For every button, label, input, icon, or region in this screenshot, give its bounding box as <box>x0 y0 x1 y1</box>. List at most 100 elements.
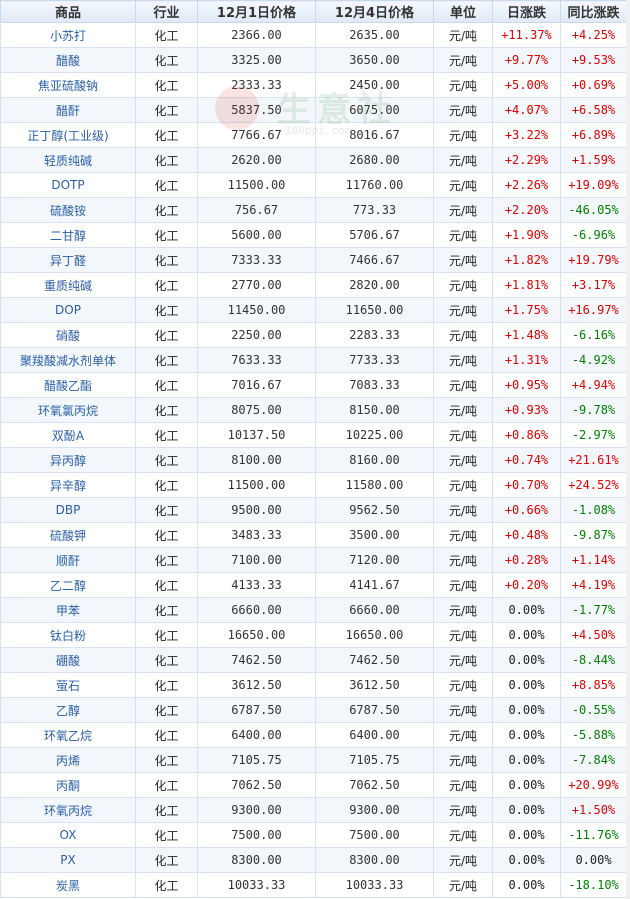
unit-cell: 元/吨 <box>433 272 493 298</box>
table-row: 钛白粉 化工 16650.00 16650.00 元/吨 0.00% +4.50% <box>0 622 627 648</box>
price-dec4-cell: 10225.00 <box>315 422 434 448</box>
commodity-link[interactable]: DBP <box>0 497 136 523</box>
table-body: 小苏打 化工 2366.00 2635.00 元/吨 +11.37% +4.25% 醋酸 化工 3… <box>0 22 627 898</box>
commodity-link[interactable]: 二甘醇 <box>0 222 136 248</box>
yoy-change-cell: -2.97% <box>560 422 627 448</box>
header-price-dec1[interactable]: 12月1日价格 <box>197 0 316 23</box>
daily-change-cell: +1.48% <box>492 322 561 348</box>
commodity-link[interactable]: 焦亚硫酸钠 <box>0 72 136 98</box>
commodity-link[interactable]: 钛白粉 <box>0 622 136 648</box>
header-industry[interactable]: 行业 <box>135 0 198 23</box>
daily-change-cell: +2.26% <box>492 172 561 198</box>
commodity-link[interactable]: 醋酸 <box>0 47 136 73</box>
commodity-link[interactable]: 环氧氯丙烷 <box>0 397 136 423</box>
unit-cell: 元/吨 <box>433 247 493 273</box>
commodity-link[interactable]: 轻质纯碱 <box>0 147 136 173</box>
industry-cell: 化工 <box>135 797 198 823</box>
commodity-link[interactable]: 炭黑 <box>0 872 136 898</box>
unit-cell: 元/吨 <box>433 497 493 523</box>
commodity-link[interactable]: 小苏打 <box>0 22 136 48</box>
industry-cell: 化工 <box>135 297 198 323</box>
daily-change-cell: 0.00% <box>492 672 561 698</box>
commodity-link[interactable]: DOTP <box>0 172 136 198</box>
commodity-link[interactable]: 丙酮 <box>0 772 136 798</box>
table-row: DOP 化工 11450.00 11650.00 元/吨 +1.75% +16.97% <box>0 297 627 323</box>
commodity-link[interactable]: 丙烯 <box>0 747 136 773</box>
daily-change-cell: 0.00% <box>492 747 561 773</box>
commodity-link[interactable]: 萤石 <box>0 672 136 698</box>
price-dec4-cell: 8016.67 <box>315 122 434 148</box>
price-dec1-cell: 2333.33 <box>197 72 316 98</box>
price-dec4-cell: 7062.50 <box>315 772 434 798</box>
table-row: 聚羧酸减水剂单体 化工 7633.33 7733.33 元/吨 +1.31% -4.92% <box>0 347 627 373</box>
daily-change-cell: 0.00% <box>492 872 561 898</box>
industry-cell: 化工 <box>135 472 198 498</box>
header-yoy-change[interactable]: 同比涨跌 <box>560 0 627 23</box>
commodity-link[interactable]: 乙醇 <box>0 697 136 723</box>
unit-cell: 元/吨 <box>433 872 493 898</box>
price-dec1-cell: 7105.75 <box>197 747 316 773</box>
commodity-link[interactable]: 硝酸 <box>0 322 136 348</box>
industry-cell: 化工 <box>135 197 198 223</box>
header-price-dec4[interactable]: 12月4日价格 <box>315 0 434 23</box>
price-dec4-cell: 5706.67 <box>315 222 434 248</box>
yoy-change-cell: +16.97% <box>560 297 627 323</box>
commodity-link[interactable]: PX <box>0 847 136 873</box>
commodity-link[interactable]: 异丁醛 <box>0 247 136 273</box>
commodity-link[interactable]: 异辛醇 <box>0 472 136 498</box>
commodity-link[interactable]: 甲苯 <box>0 597 136 623</box>
yoy-change-cell: +3.17% <box>560 272 627 298</box>
header-commodity[interactable]: 商品 <box>0 0 136 23</box>
yoy-change-cell: +1.14% <box>560 547 627 573</box>
commodity-link[interactable]: 环氧乙烷 <box>0 722 136 748</box>
yoy-change-cell: -11.76% <box>560 822 627 848</box>
commodity-link[interactable]: 硫酸铵 <box>0 197 136 223</box>
price-dec4-cell: 11650.00 <box>315 297 434 323</box>
header-unit[interactable]: 单位 <box>433 0 493 23</box>
commodity-link[interactable]: DOP <box>0 297 136 323</box>
commodity-link[interactable]: 乙二醇 <box>0 572 136 598</box>
table-row: 丙酮 化工 7062.50 7062.50 元/吨 0.00% +20.99% <box>0 772 627 798</box>
commodity-link[interactable]: 顺酐 <box>0 547 136 573</box>
price-dec1-cell: 8100.00 <box>197 447 316 473</box>
price-dec4-cell: 10033.33 <box>315 872 434 898</box>
daily-change-cell: +3.22% <box>492 122 561 148</box>
commodity-link[interactable]: 正丁醇(工业级) <box>0 122 136 148</box>
daily-change-cell: +0.20% <box>492 572 561 598</box>
commodity-link[interactable]: 硫酸钾 <box>0 522 136 548</box>
industry-cell: 化工 <box>135 772 198 798</box>
commodity-link[interactable]: 环氧丙烷 <box>0 797 136 823</box>
commodity-link[interactable]: 醋酸乙酯 <box>0 372 136 398</box>
daily-change-cell: +11.37% <box>492 22 561 48</box>
industry-cell: 化工 <box>135 622 198 648</box>
commodity-link[interactable]: 聚羧酸减水剂单体 <box>0 347 136 373</box>
commodity-link[interactable]: 硼酸 <box>0 647 136 673</box>
price-dec1-cell: 3483.33 <box>197 522 316 548</box>
scrollbar[interactable] <box>626 0 630 899</box>
yoy-change-cell: +4.19% <box>560 572 627 598</box>
industry-cell: 化工 <box>135 222 198 248</box>
industry-cell: 化工 <box>135 497 198 523</box>
unit-cell: 元/吨 <box>433 347 493 373</box>
price-dec1-cell: 8075.00 <box>197 397 316 423</box>
price-dec4-cell: 2283.33 <box>315 322 434 348</box>
yoy-change-cell: +6.58% <box>560 97 627 123</box>
yoy-change-cell: -1.77% <box>560 597 627 623</box>
price-dec4-cell: 3650.00 <box>315 47 434 73</box>
commodity-link[interactable]: 双酚A <box>0 422 136 448</box>
commodity-link[interactable]: OX <box>0 822 136 848</box>
commodity-link[interactable]: 醋酐 <box>0 97 136 123</box>
header-daily-change[interactable]: 日涨跌 <box>492 0 561 23</box>
daily-change-cell: +9.77% <box>492 47 561 73</box>
price-dec4-cell: 2820.00 <box>315 272 434 298</box>
daily-change-cell: 0.00% <box>492 597 561 623</box>
commodity-link[interactable]: 重质纯碱 <box>0 272 136 298</box>
daily-change-cell: 0.00% <box>492 697 561 723</box>
price-dec4-cell: 8160.00 <box>315 447 434 473</box>
daily-change-cell: +1.90% <box>492 222 561 248</box>
price-dec1-cell: 5600.00 <box>197 222 316 248</box>
industry-cell: 化工 <box>135 547 198 573</box>
price-dec1-cell: 9500.00 <box>197 497 316 523</box>
commodity-link[interactable]: 异丙醇 <box>0 447 136 473</box>
table-row: 乙二醇 化工 4133.33 4141.67 元/吨 +0.20% +4.19% <box>0 572 627 598</box>
